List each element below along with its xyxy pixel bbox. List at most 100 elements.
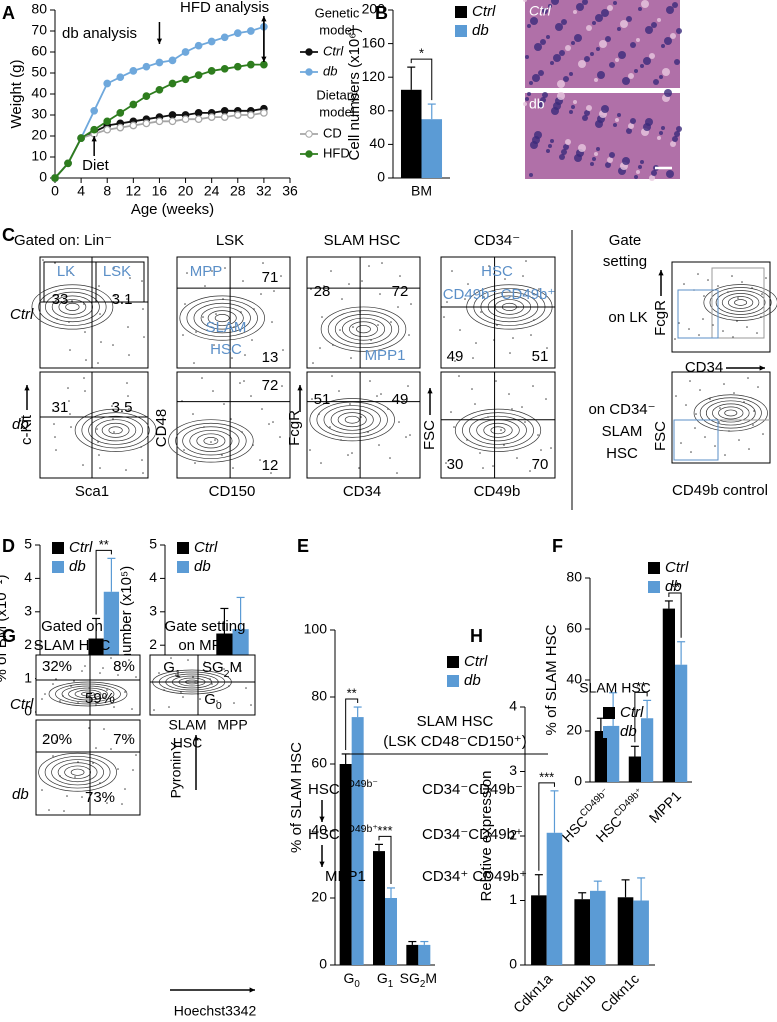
event [224, 267, 226, 269]
header: SLAM HSC [34, 637, 111, 654]
contour [81, 691, 95, 697]
gate-setting: setting [603, 253, 647, 270]
y-tick-label: 4 [24, 569, 32, 585]
event [202, 316, 204, 318]
error-bar [92, 617, 101, 639]
gate-label: MPP [190, 263, 223, 280]
significance-label: *** [539, 769, 554, 784]
cell [638, 7, 642, 11]
y-tick-label: 3 [149, 603, 157, 619]
event [81, 796, 83, 798]
event [675, 395, 677, 397]
x-tick-label: 36 [282, 183, 298, 199]
label-part: G [377, 970, 388, 986]
label-part: MPP1 [645, 787, 683, 825]
contour [61, 685, 115, 703]
axis-label: PyroninY [168, 741, 184, 798]
flow-plot [306, 256, 421, 369]
significance-bracket [410, 58, 433, 101]
event [126, 298, 128, 300]
gate-label: LSK [103, 263, 131, 280]
event [53, 423, 55, 425]
event [464, 298, 466, 300]
cell [613, 123, 617, 127]
event [126, 382, 128, 384]
contour [734, 299, 748, 306]
event [483, 296, 485, 298]
header: SLAM HSC [324, 232, 401, 249]
cell [657, 136, 661, 140]
event [282, 349, 284, 351]
event [135, 676, 137, 678]
cell [605, 162, 611, 168]
axis-arrow-head [249, 987, 255, 993]
cell [582, 0, 588, 5]
cell [582, 115, 588, 121]
event [204, 661, 206, 663]
row-label: Ctrl [10, 696, 34, 713]
contour [718, 406, 744, 420]
event [223, 668, 225, 670]
y-tick-label: 80 [311, 688, 327, 704]
cell [674, 59, 680, 65]
event [388, 352, 390, 354]
bar [594, 731, 607, 782]
event [475, 342, 477, 344]
cell [676, 28, 682, 34]
event [699, 389, 701, 391]
event [233, 702, 235, 704]
cell [634, 175, 638, 179]
contour [64, 765, 91, 779]
event [688, 328, 690, 330]
legend-label: Ctrl [464, 653, 488, 670]
event [92, 762, 94, 764]
bar [418, 944, 431, 965]
event [141, 459, 143, 461]
event [756, 332, 758, 334]
cell [609, 62, 615, 68]
event [128, 659, 130, 661]
bar [373, 851, 385, 965]
event [142, 308, 144, 310]
event [250, 704, 252, 706]
error-bar [621, 879, 630, 898]
cell [592, 21, 596, 25]
event [546, 347, 548, 349]
event [482, 467, 484, 469]
event [495, 380, 497, 382]
error-bar [407, 66, 416, 90]
event [214, 439, 216, 441]
significance-label: ** [347, 685, 357, 700]
contour [38, 288, 107, 326]
event [458, 375, 460, 377]
axis-arrow-head [658, 270, 664, 276]
axis-label: CD49b [474, 483, 521, 500]
y-axis-label: Weight (g) [8, 60, 25, 129]
event [242, 280, 244, 282]
y-tick-label: 80 [369, 102, 385, 118]
cell [548, 144, 552, 148]
event [702, 318, 704, 320]
contour [101, 422, 130, 438]
event [44, 693, 46, 695]
gate-label: G1 [163, 659, 181, 680]
event [329, 426, 331, 428]
event [127, 395, 129, 397]
event [48, 809, 50, 811]
event [73, 680, 75, 682]
cell [630, 42, 636, 48]
event [408, 334, 410, 336]
population: MPP1 [325, 868, 366, 885]
cell [659, 75, 663, 79]
cell [676, 126, 682, 132]
event [339, 329, 341, 331]
event [204, 285, 206, 287]
cell [674, 131, 680, 137]
event [201, 377, 203, 379]
point [194, 115, 203, 124]
y-tick-label: 4 [509, 698, 517, 714]
y-axis-label: Relative expression [478, 771, 495, 902]
event [70, 426, 72, 428]
cell [527, 24, 531, 28]
event [512, 337, 514, 339]
